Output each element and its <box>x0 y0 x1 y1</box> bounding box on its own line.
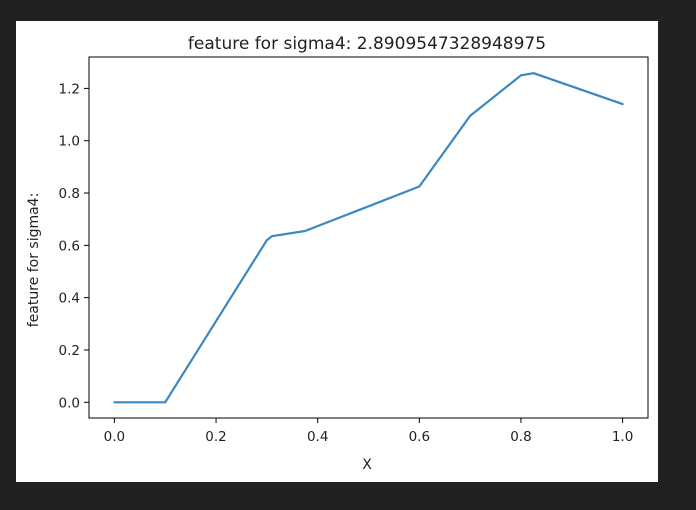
chart-figure: feature for sigma4: 2.8909547328948975 0… <box>16 21 658 482</box>
y-tick-label: 0.2 <box>59 343 80 359</box>
x-axis-ticks: 0.0 0.2 0.4 0.6 0.8 1.0 <box>104 418 633 445</box>
y-axis-ticks: 0.0 0.2 0.4 0.6 0.8 1.0 1.2 <box>59 81 89 411</box>
x-tick-label: 0.0 <box>104 429 125 445</box>
chart-title: feature for sigma4: 2.8909547328948975 <box>188 34 546 54</box>
x-tick-label: 1.0 <box>612 429 633 445</box>
y-tick-label: 0.0 <box>59 395 80 411</box>
x-tick-label: 0.8 <box>510 429 531 445</box>
x-axis-label: X <box>362 457 372 473</box>
y-tick-label: 1.0 <box>59 134 80 150</box>
series-layer <box>113 72 624 404</box>
x-tick-label: 0.6 <box>409 429 430 445</box>
y-tick-label: 0.4 <box>59 291 80 307</box>
line-chart: feature for sigma4: 2.8909547328948975 0… <box>26 34 649 473</box>
y-tick-label: 1.2 <box>59 81 80 97</box>
y-tick-label: 0.6 <box>59 238 80 254</box>
x-tick-label: 0.4 <box>307 429 328 445</box>
plot-area-frame <box>88 56 649 419</box>
series-line <box>113 72 624 404</box>
y-tick-label: 0.8 <box>59 186 80 202</box>
x-tick-label: 0.2 <box>205 429 226 445</box>
y-axis-label: feature for sigma4: <box>26 193 42 328</box>
